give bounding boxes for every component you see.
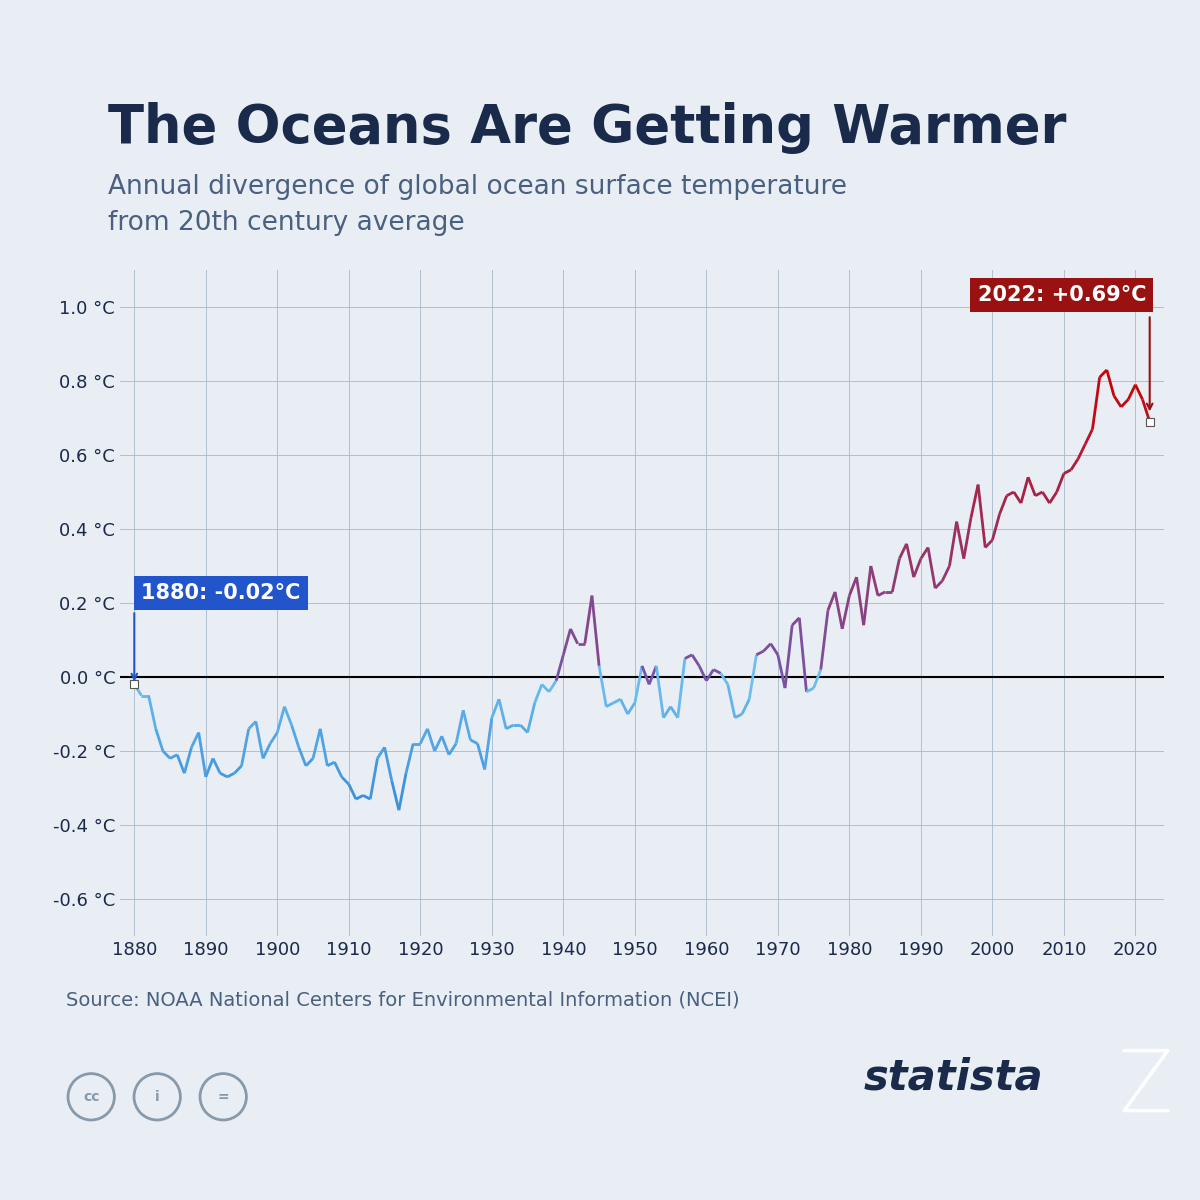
Text: statista: statista	[864, 1056, 1044, 1098]
Text: =: =	[217, 1090, 229, 1104]
Text: 2022: +0.69°C: 2022: +0.69°C	[978, 284, 1146, 305]
Text: Annual divergence of global ocean surface temperature
from 20th century average: Annual divergence of global ocean surfac…	[108, 174, 847, 236]
Text: The Oceans Are Getting Warmer: The Oceans Are Getting Warmer	[108, 102, 1067, 154]
Text: i: i	[155, 1090, 160, 1104]
Text: 1880: -0.02°C: 1880: -0.02°C	[142, 583, 301, 602]
Text: cc: cc	[83, 1090, 100, 1104]
Text: Source: NOAA National Centers for Environmental Information (NCEI): Source: NOAA National Centers for Enviro…	[66, 990, 739, 1009]
